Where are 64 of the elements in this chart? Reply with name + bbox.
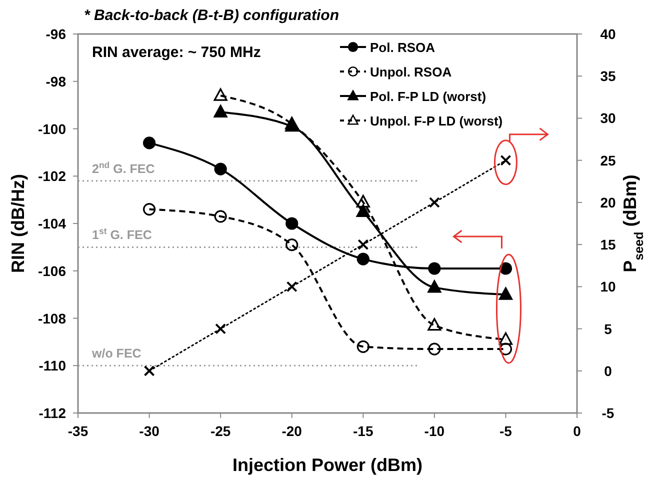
point: [144, 365, 155, 376]
y2-tick-label: 40: [600, 26, 616, 42]
x-tick-label: -20: [282, 423, 302, 439]
y2-tick-label: 5: [604, 320, 612, 337]
chart-title: * Back-to-back (B-t-B) configuration: [84, 7, 339, 24]
y-tick-label: -96: [46, 26, 66, 42]
x-tick-label: -25: [210, 423, 231, 439]
y2-tick-label: 15: [600, 236, 616, 253]
point: [214, 162, 227, 176]
point: [499, 342, 512, 356]
y2-tick-label: 20: [600, 194, 616, 210]
y-tick-label: -110: [38, 358, 66, 374]
point: [356, 340, 370, 353]
point: [498, 332, 513, 345]
y2-tick-label: 30: [600, 110, 616, 126]
point: [142, 136, 156, 150]
point: [215, 323, 226, 334]
ref-line-label: w/o FEC: [91, 346, 142, 361]
point: [499, 262, 512, 275]
y2-tick-label: -5: [602, 405, 614, 421]
y-tick-label: -102: [38, 168, 66, 184]
point: [286, 238, 298, 252]
point: [356, 252, 370, 266]
x-tick-label: -35: [68, 423, 88, 439]
point: [428, 196, 440, 208]
y-tick-label: -100: [38, 120, 66, 137]
ref-line-label: 1$^{st}$ G. FEC: [92, 226, 152, 242]
point: [214, 210, 227, 223]
x-tick-label: -5: [499, 423, 512, 439]
x-tick-label: -30: [139, 423, 160, 439]
x-tick-label: -15: [353, 423, 374, 439]
point: [285, 116, 299, 130]
point: [428, 318, 442, 331]
ref-line-label: 2$^{nd}$ G. FEC: [92, 160, 155, 176]
point: [428, 342, 441, 356]
x-axis-title: Injection Power (dBm): [232, 455, 423, 475]
y-tick-label: -98: [46, 73, 66, 90]
legend-label: Unpol. RSOA: [370, 64, 452, 80]
x-tick-label: 0: [573, 423, 582, 439]
point: [286, 281, 298, 292]
y-tick-label: -106: [38, 262, 66, 279]
point: [356, 194, 370, 208]
point: [214, 88, 228, 101]
y-tick-label: -112: [38, 405, 66, 421]
y-axis-title: RIN (dB/Hz): [8, 174, 28, 273]
point: [356, 204, 370, 217]
point: [428, 280, 442, 293]
point: [214, 104, 228, 118]
y2-tick-label: 35: [600, 68, 616, 84]
legend-label: Pol. F-P LD (worst): [370, 89, 486, 104]
y2-tick-label: 10: [600, 278, 616, 295]
point: [428, 262, 441, 275]
annotation: RIN average: ~ 750 MHz: [92, 44, 261, 61]
y2-tick-label: 0: [604, 362, 612, 379]
point: [286, 217, 298, 230]
y-tick-label: -108: [38, 310, 66, 326]
legend-label: Unpol. F-P LD (worst): [370, 114, 503, 128]
x-tick-label: -10: [424, 423, 445, 439]
point: [498, 287, 513, 300]
y2-tick-label: 25: [600, 152, 616, 168]
legend-label: Pol. RSOA: [370, 40, 436, 55]
point: [358, 239, 369, 250]
point: [142, 202, 156, 216]
y-tick-label: -104: [38, 216, 66, 232]
